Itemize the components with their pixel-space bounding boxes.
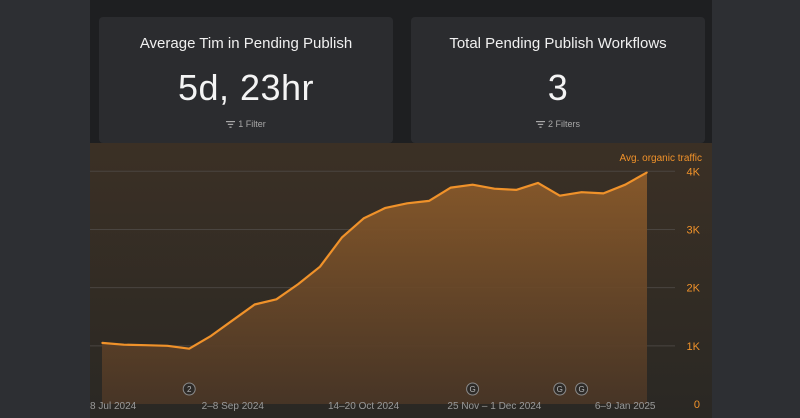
data-point-6 xyxy=(232,319,234,321)
y-tick-label-3: 3K xyxy=(687,225,701,237)
annotation-marker-icon xyxy=(575,382,589,396)
traffic-chart: 0 1K 2K 3K 4K Avg. organic traffic 22–28 Jul 2… xyxy=(90,143,712,418)
data-point-24 xyxy=(624,183,626,186)
annotation-marker-icon xyxy=(466,382,480,396)
data-point-11 xyxy=(341,236,343,239)
avg-time-filter-label: 1 Filter xyxy=(238,119,266,129)
avg-time-value: 5d, 23hr xyxy=(177,67,315,108)
avg-time-card[interactable]: Average Tim in Pending Publish 5d, 23hr … xyxy=(99,17,393,143)
annotation-marker-icon xyxy=(182,382,196,396)
y-tick-label-2: 2K xyxy=(687,283,701,295)
x-tick-label-3: 25 Nov – 1 Dec 2024 xyxy=(447,401,541,412)
total-workflows-filter-label: 2 Filters xyxy=(547,119,580,129)
y-tick-label-4: 4K xyxy=(687,166,701,178)
filter-icon xyxy=(535,121,545,128)
x-tick-label-4: 6–9 Jan 2025 xyxy=(595,401,656,412)
chart-legend: Avg. organic traffic xyxy=(620,153,702,164)
data-point-17 xyxy=(471,183,474,186)
data-point-23 xyxy=(602,192,605,195)
data-point-25 xyxy=(646,171,648,174)
avg-time-title: Average Tim in Pending Publish xyxy=(139,35,353,52)
data-point-3 xyxy=(166,345,169,347)
y-tick-label-1: 1K xyxy=(687,341,701,353)
data-point-5 xyxy=(210,335,212,337)
data-point-21 xyxy=(559,194,561,197)
data-point-13 xyxy=(384,207,387,209)
annotation-label-1: G xyxy=(469,385,475,394)
annotation-label-2: G xyxy=(557,385,563,394)
annotation-marker-icon xyxy=(553,382,567,396)
data-point-10 xyxy=(319,265,321,268)
data-point-0 xyxy=(101,342,103,344)
data-point-4 xyxy=(188,347,190,350)
total-workflows-card[interactable]: Total Pending Publish Workflows 3 2 Filt… xyxy=(411,17,705,143)
data-point-14 xyxy=(406,202,409,205)
annotation-label-0: 2 xyxy=(187,385,192,394)
x-tick-label-0: 22–28 Jul 2024 xyxy=(90,401,137,412)
data-point-19 xyxy=(515,189,517,191)
data-point-12 xyxy=(362,217,365,220)
data-point-20 xyxy=(537,182,539,184)
data-point-8 xyxy=(275,298,278,301)
series-area xyxy=(102,172,647,404)
total-workflows-filter[interactable]: 2 Filters xyxy=(411,119,705,129)
data-point-16 xyxy=(450,186,452,189)
data-point-22 xyxy=(580,191,583,193)
x-tick-label-1: 2–8 Sep 2024 xyxy=(202,401,265,412)
data-point-7 xyxy=(253,303,256,306)
avg-time-filter[interactable]: 1 Filter xyxy=(99,119,393,129)
y-tick-label-0: 0 xyxy=(694,399,700,411)
total-workflows-value: 3 xyxy=(547,67,569,108)
data-point-9 xyxy=(297,283,299,285)
data-point-15 xyxy=(428,200,430,202)
x-tick-label-2: 14–20 Oct 2024 xyxy=(328,401,400,412)
total-workflows-title: Total Pending Publish Workflows xyxy=(449,35,667,52)
traffic-chart-svg: 0 1K 2K 3K 4K Avg. organic traffic 22–28 Jul 2… xyxy=(90,143,712,418)
data-point-1 xyxy=(123,343,125,346)
filter-icon xyxy=(226,121,236,128)
series-line xyxy=(101,171,648,350)
data-point-2 xyxy=(144,344,147,346)
data-point-18 xyxy=(493,187,496,190)
annotation-label-3: G xyxy=(578,385,584,394)
